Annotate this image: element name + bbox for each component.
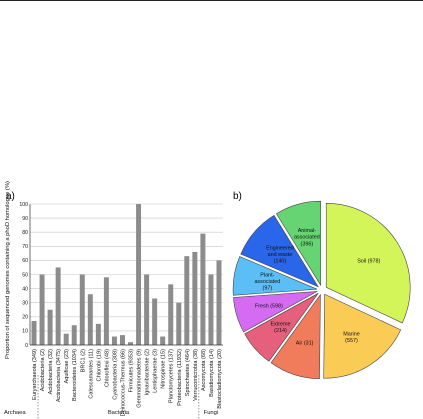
- x-category-label: Chlorobi (19): [96, 349, 102, 381]
- x-category-label: Acidobacteria (32): [48, 349, 54, 395]
- pie-slice: [240, 214, 319, 288]
- bar-axes: 0 10 20 30 40 50 60 70 80 90 100: [19, 202, 223, 349]
- bar: [192, 251, 198, 345]
- y-tick-label: 100: [19, 202, 28, 208]
- x-category-label: Basidiomycota (14): [209, 349, 215, 397]
- x-category-label: Ignavibacteriae (2): [145, 349, 151, 395]
- bar: [87, 294, 93, 345]
- y-tick-label: 30: [22, 301, 28, 307]
- pie-slice-label: Animal-associated (396): [294, 228, 320, 247]
- bar: [144, 274, 150, 345]
- bar: [111, 336, 117, 345]
- y-tick-label: 40: [22, 286, 28, 292]
- pie-slice: [275, 200, 321, 287]
- pie-slice-label: Air (31): [296, 341, 314, 347]
- x-category-label: Actinobacteria (3475): [56, 349, 62, 402]
- x-category-label: BRC1 (2): [80, 349, 86, 372]
- pie-slice: [244, 293, 319, 362]
- x-category-label: Ascomycota (68): [201, 349, 207, 391]
- pie-chart: Soil (978) Marine (557) Air (31) Extreme (214…: [232, 200, 411, 380]
- y-tick-label: 80: [22, 230, 28, 236]
- y-tick-label: 10: [22, 329, 28, 335]
- bar: [168, 284, 174, 345]
- bar: [136, 204, 142, 345]
- x-category-label: Verrucomicrobia (38): [193, 349, 199, 401]
- x-category-label: Spirochaetes (464): [185, 349, 191, 396]
- group-label: Bacteria: [108, 410, 130, 416]
- pie-slice-label: Marine (557): [343, 332, 359, 345]
- x-category-label: Lentisphaerae (3): [153, 349, 159, 393]
- x-category-label: Deinococcus-Thermus (66): [120, 349, 126, 417]
- bar: [184, 256, 190, 345]
- group-label: Fungi: [204, 410, 219, 416]
- bar-series: [31, 204, 222, 345]
- pie-slice: [323, 293, 402, 379]
- bar: [119, 335, 125, 345]
- x-category-label: Euryarchaeota (349): [32, 349, 38, 400]
- x-category-label: Acidobacteria (2): [40, 349, 46, 391]
- bar: [216, 260, 222, 345]
- top-rule: [0, 0, 423, 1]
- bar: [128, 342, 134, 345]
- x-category-label: Aquificae (23): [64, 349, 70, 384]
- y-tick-label: 70: [22, 244, 28, 250]
- bar: [103, 277, 109, 345]
- x-category-label: Blastocladiomycota (20): [217, 349, 223, 409]
- pie-slice: [232, 256, 318, 296]
- x-category-label: Planctomycetes (137): [169, 349, 175, 403]
- x-category-label: Proteobacteria (11932): [177, 349, 183, 406]
- bar-grid: [30, 203, 223, 332]
- bar: [79, 274, 85, 345]
- pie-slice-label: Soil (978): [357, 258, 380, 264]
- bar: [160, 336, 166, 345]
- x-category-label: Bacteroidetes (1034): [72, 349, 78, 401]
- x-category-label: Gemmatimonadetes (9): [137, 349, 143, 408]
- y-tick-label: 50: [22, 272, 28, 278]
- bar-chart-ylabel: Proportion of sequenced genomes containi…: [5, 181, 11, 359]
- pie-slice: [233, 291, 318, 333]
- x-category-label: Chloroflexi (48): [104, 349, 110, 387]
- x-category-label: Cyanobacteria (308): [112, 349, 118, 400]
- pie-slice-label: Plant-associated (97): [254, 272, 280, 291]
- x-category-label: Calescamantes (11): [88, 349, 94, 399]
- panel-a-label: a): [6, 191, 15, 202]
- bar: [47, 309, 53, 345]
- bar: [208, 274, 214, 345]
- y-tick-label: 0: [25, 343, 28, 349]
- bar: [39, 274, 45, 345]
- bar: [63, 333, 69, 345]
- bar: [176, 302, 182, 345]
- y-tick-label: 90: [22, 216, 28, 222]
- bar: [71, 325, 77, 345]
- bar: [31, 321, 37, 345]
- panel-b-label: b): [233, 191, 242, 202]
- pie-slice-label: Engineered and waste (140): [266, 245, 294, 264]
- bar: [55, 267, 61, 345]
- bar-group-labels: Archaea Bacteria Fungi: [4, 375, 218, 419]
- bar: [152, 298, 158, 345]
- bar-chart: Proportion of sequenced genomes containi…: [4, 181, 223, 419]
- bar-category-labels: Euryarchaeota (349) Acidobacteria (2) Acid…: [32, 349, 223, 417]
- y-tick-label: 60: [22, 258, 28, 264]
- x-category-label: Firmicutes (9353): [129, 349, 135, 393]
- pie-slice-label: Extreme (214): [270, 321, 290, 334]
- bar: [200, 233, 206, 345]
- pie-slice: [325, 203, 411, 324]
- x-category-label: Nitrospinae (15): [161, 349, 167, 389]
- bar: [95, 323, 101, 345]
- group-label: Archaea: [4, 410, 26, 416]
- pie-slice-label: Fresh (598): [255, 304, 283, 310]
- y-tick-label: 20: [22, 315, 28, 321]
- pie-slice: [270, 293, 321, 380]
